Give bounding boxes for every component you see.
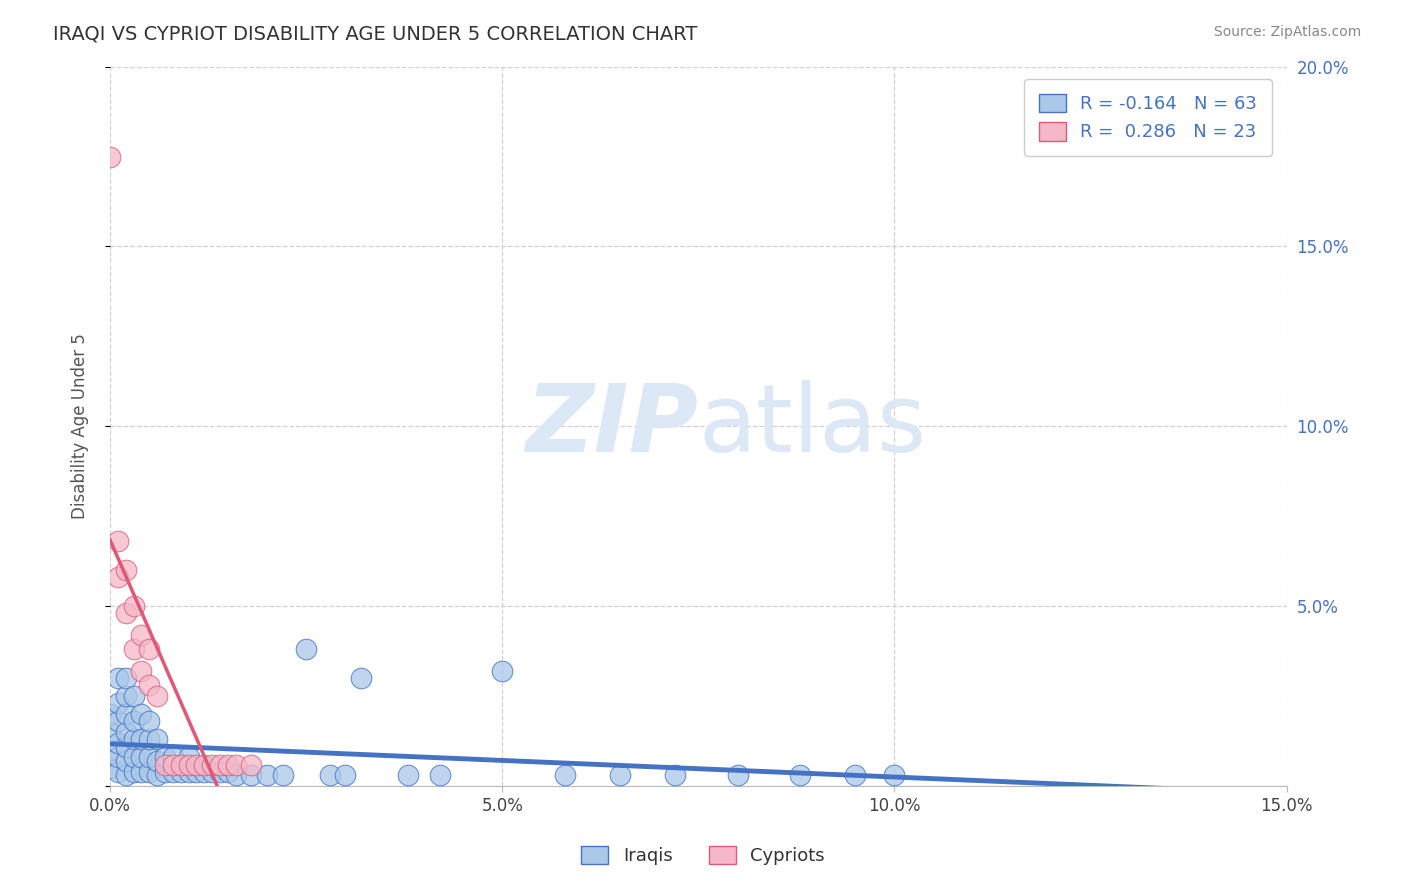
Point bbox=[193, 764, 215, 779]
Point bbox=[177, 757, 200, 772]
Point bbox=[107, 736, 129, 750]
Point bbox=[217, 757, 239, 772]
Point bbox=[609, 768, 631, 782]
Point bbox=[162, 750, 184, 764]
Point bbox=[107, 764, 129, 779]
Point bbox=[186, 757, 208, 772]
Point bbox=[208, 757, 231, 772]
Point bbox=[146, 768, 169, 782]
Point bbox=[169, 764, 191, 779]
Point bbox=[225, 757, 247, 772]
Point bbox=[114, 768, 136, 782]
Text: ZIP: ZIP bbox=[526, 380, 699, 473]
Point bbox=[256, 768, 278, 782]
Legend: R = -0.164   N = 63, R =  0.286   N = 23: R = -0.164 N = 63, R = 0.286 N = 23 bbox=[1025, 79, 1271, 156]
Point bbox=[491, 664, 513, 678]
Point bbox=[201, 757, 224, 772]
Point bbox=[114, 707, 136, 722]
Point bbox=[114, 725, 136, 739]
Point bbox=[114, 754, 136, 768]
Point bbox=[114, 671, 136, 685]
Point bbox=[138, 642, 160, 657]
Point bbox=[169, 757, 191, 772]
Point bbox=[271, 768, 294, 782]
Point bbox=[883, 768, 905, 782]
Point bbox=[177, 750, 200, 764]
Point bbox=[240, 768, 263, 782]
Point bbox=[98, 743, 121, 757]
Point bbox=[138, 714, 160, 729]
Y-axis label: Disability Age Under 5: Disability Age Under 5 bbox=[72, 334, 89, 519]
Point bbox=[138, 750, 160, 764]
Point bbox=[146, 689, 169, 703]
Point bbox=[208, 764, 231, 779]
Point bbox=[201, 764, 224, 779]
Point bbox=[107, 534, 129, 549]
Point bbox=[114, 689, 136, 703]
Point bbox=[318, 768, 340, 782]
Point bbox=[789, 768, 811, 782]
Point bbox=[122, 599, 145, 614]
Point bbox=[240, 757, 263, 772]
Point bbox=[162, 757, 184, 772]
Point bbox=[396, 768, 419, 782]
Point bbox=[131, 628, 153, 642]
Point bbox=[107, 671, 129, 685]
Point bbox=[153, 764, 176, 779]
Point bbox=[138, 764, 160, 779]
Point bbox=[131, 664, 153, 678]
Point bbox=[295, 642, 318, 657]
Point bbox=[98, 761, 121, 775]
Text: IRAQI VS CYPRIOT DISABILITY AGE UNDER 5 CORRELATION CHART: IRAQI VS CYPRIOT DISABILITY AGE UNDER 5 … bbox=[53, 25, 697, 44]
Point bbox=[146, 732, 169, 747]
Point bbox=[225, 768, 247, 782]
Point bbox=[664, 768, 686, 782]
Point bbox=[350, 671, 373, 685]
Point bbox=[153, 757, 176, 772]
Point bbox=[107, 697, 129, 711]
Point bbox=[98, 149, 121, 163]
Point bbox=[217, 764, 239, 779]
Point bbox=[193, 757, 215, 772]
Legend: Iraqis, Cypriots: Iraqis, Cypriots bbox=[574, 838, 832, 872]
Point bbox=[122, 642, 145, 657]
Point bbox=[107, 714, 129, 729]
Point bbox=[335, 768, 357, 782]
Point bbox=[107, 570, 129, 584]
Point bbox=[122, 750, 145, 764]
Point bbox=[122, 714, 145, 729]
Point bbox=[122, 689, 145, 703]
Point bbox=[107, 750, 129, 764]
Point bbox=[177, 764, 200, 779]
Point bbox=[138, 678, 160, 692]
Point bbox=[131, 764, 153, 779]
Point bbox=[131, 707, 153, 722]
Point bbox=[153, 750, 176, 764]
Point bbox=[98, 707, 121, 722]
Point bbox=[162, 764, 184, 779]
Point bbox=[131, 732, 153, 747]
Point bbox=[554, 768, 576, 782]
Point bbox=[122, 732, 145, 747]
Point bbox=[138, 732, 160, 747]
Point bbox=[114, 739, 136, 754]
Point bbox=[114, 563, 136, 577]
Text: atlas: atlas bbox=[699, 380, 927, 473]
Text: Source: ZipAtlas.com: Source: ZipAtlas.com bbox=[1213, 25, 1361, 39]
Point bbox=[146, 754, 169, 768]
Point bbox=[186, 764, 208, 779]
Point bbox=[122, 764, 145, 779]
Point bbox=[131, 750, 153, 764]
Point bbox=[844, 768, 866, 782]
Point bbox=[114, 607, 136, 621]
Point bbox=[98, 725, 121, 739]
Point bbox=[429, 768, 451, 782]
Point bbox=[727, 768, 749, 782]
